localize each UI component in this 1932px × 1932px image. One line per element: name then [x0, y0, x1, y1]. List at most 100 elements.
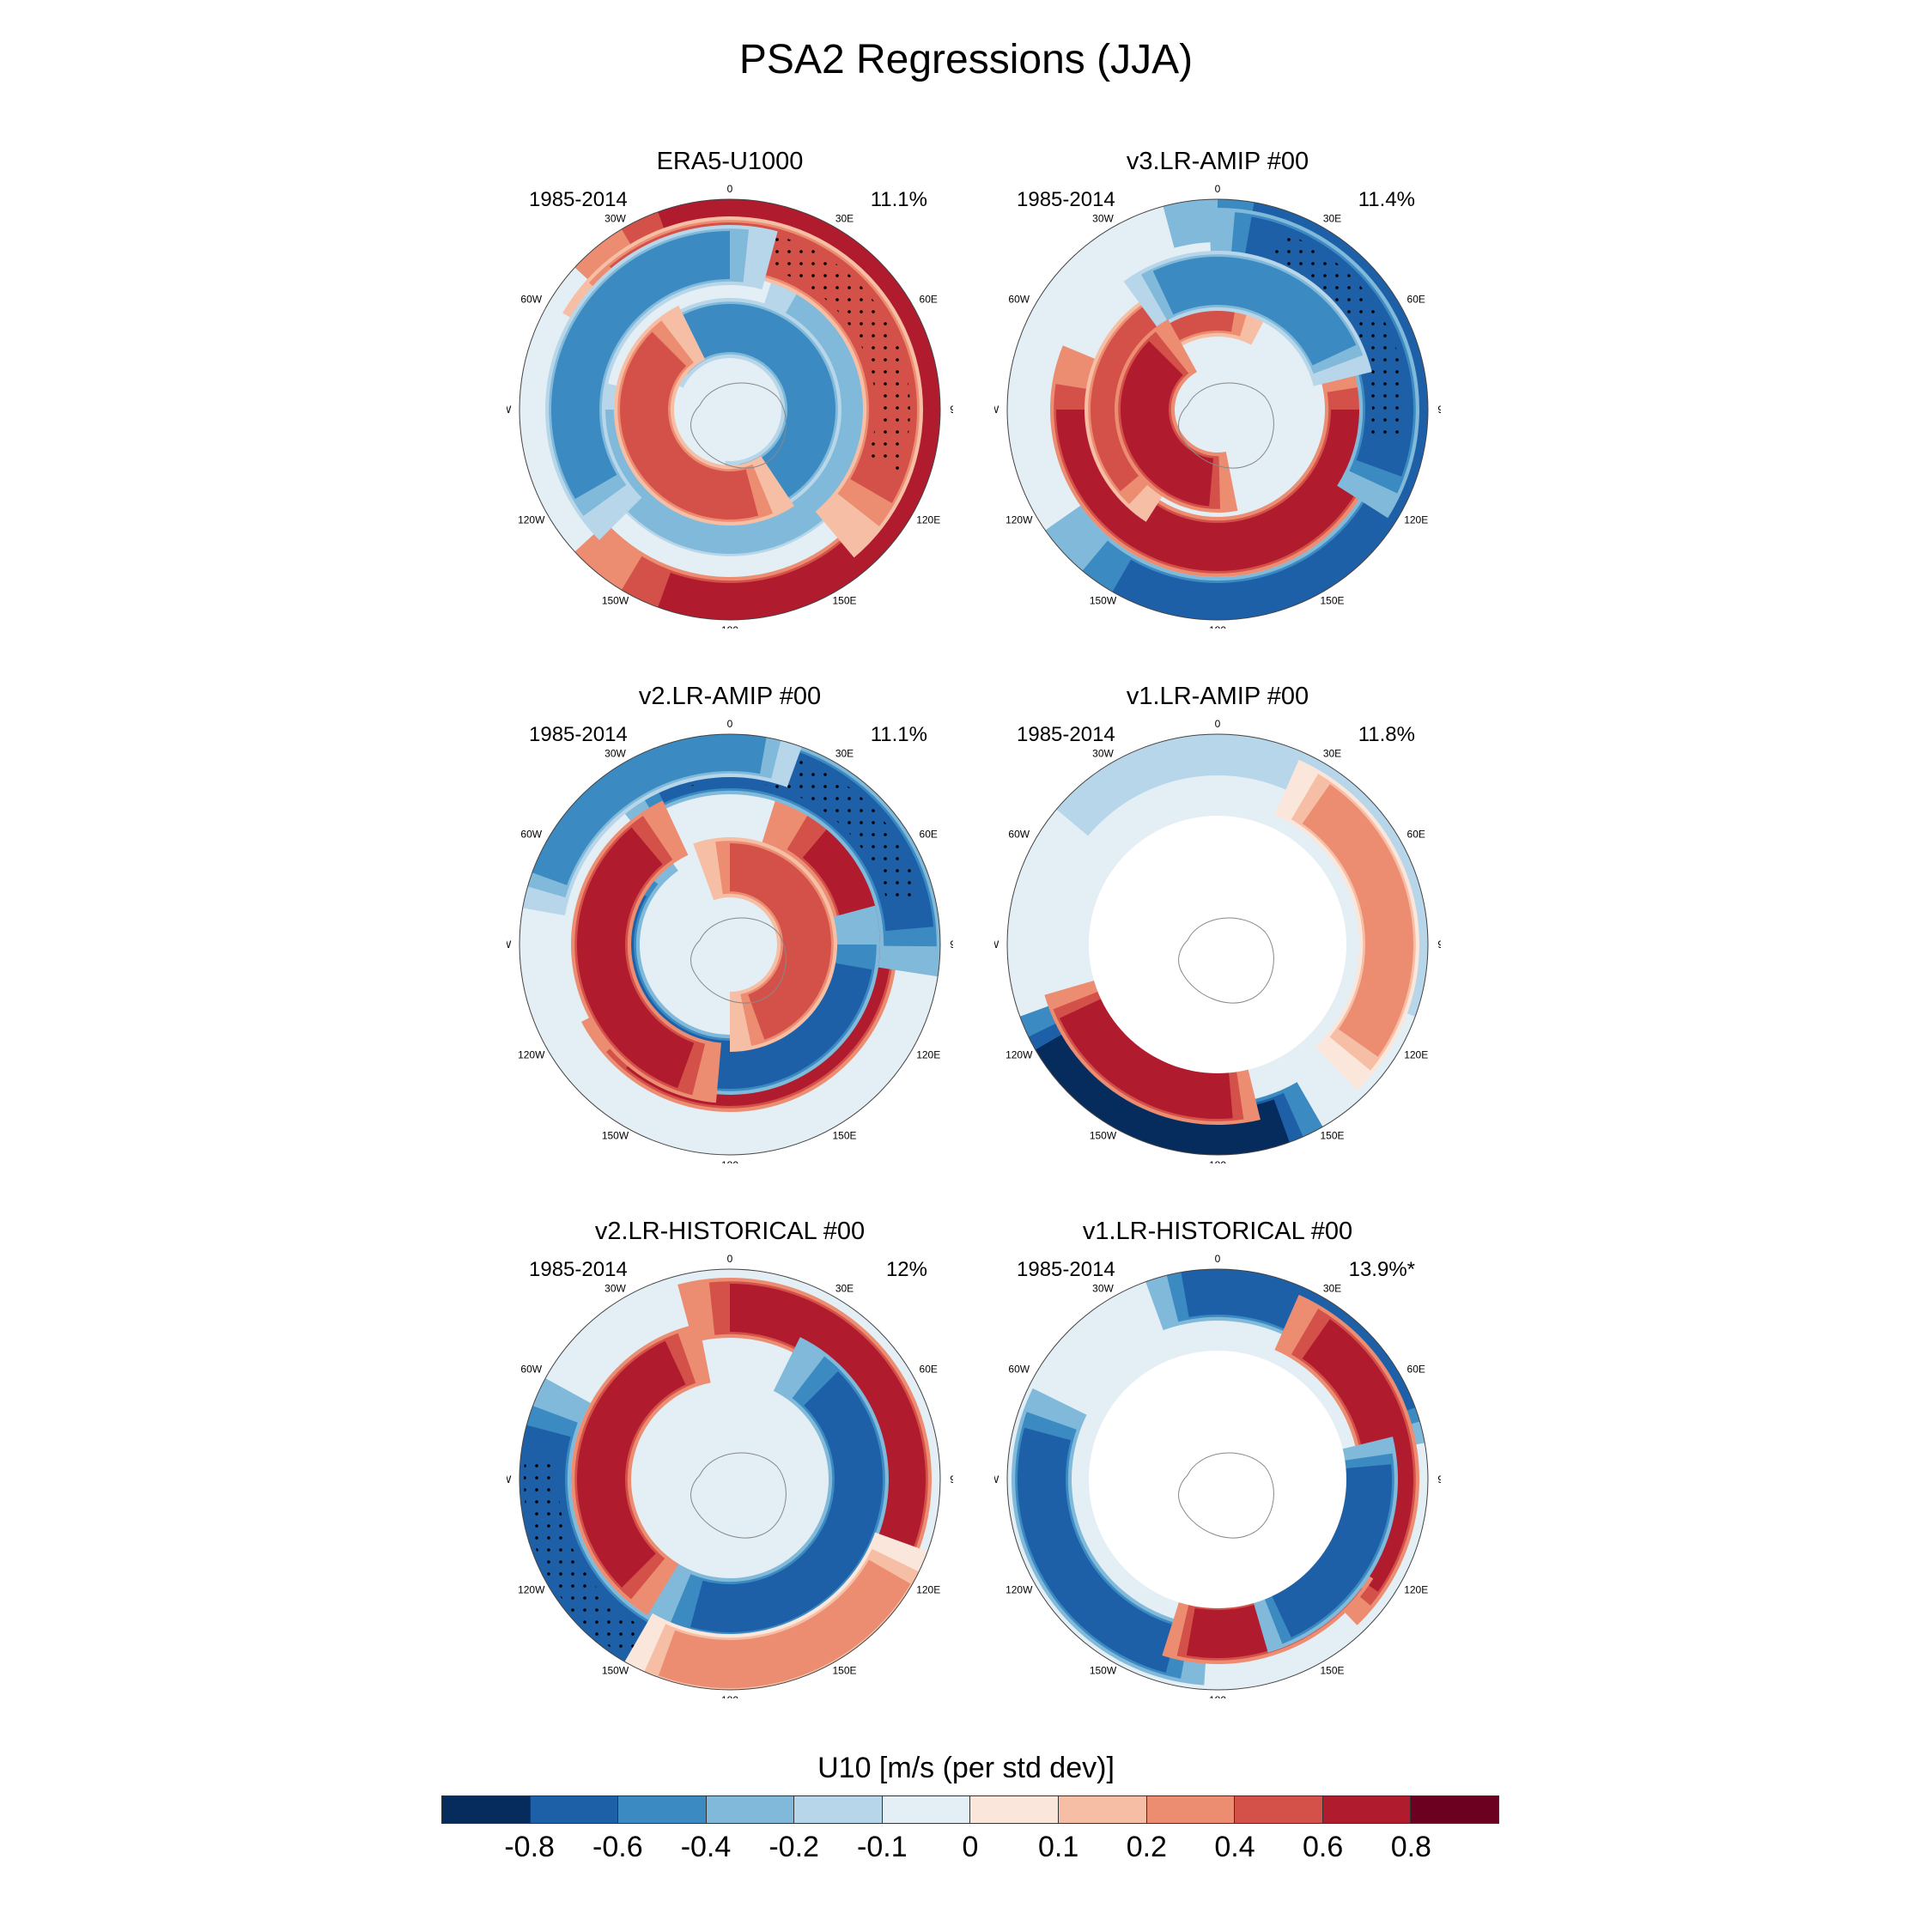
colorbar-box — [1146, 1796, 1236, 1823]
panel-title: ERA5-U1000 — [656, 148, 804, 175]
map-panel: v1.LR-HISTORICAL #00 1985-2014 13.9%* 0 30E 6… — [994, 1218, 1441, 1698]
longitude-label: 120E — [1404, 1584, 1428, 1596]
anomaly-region — [620, 331, 759, 519]
panel-period: 1985-2014 — [1017, 723, 1115, 746]
colorbar-tick-label: -0.1 — [857, 1831, 908, 1863]
colorbar-box — [530, 1796, 619, 1823]
anomaly-region — [1152, 257, 1357, 366]
anomaly-region — [1060, 998, 1233, 1119]
antarctica-coastline — [1178, 1452, 1274, 1539]
longitude-label: 120E — [916, 514, 940, 526]
longitude-label: 60W — [520, 829, 542, 841]
longitude-label: 180 — [1209, 1694, 1226, 1698]
panel-title: v2.LR-HISTORICAL #00 — [594, 1218, 866, 1245]
longitude-label: 90E — [1437, 939, 1441, 951]
anomaly-region — [1271, 1464, 1392, 1637]
longitude-label: 60W — [1008, 1364, 1030, 1376]
longitude-label: 150E — [832, 1665, 856, 1677]
anomaly-region — [524, 734, 769, 885]
longitude-label: 90W — [994, 939, 999, 951]
longitude-label: 30E — [1323, 1282, 1341, 1294]
longitude-label: 180 — [1209, 1159, 1226, 1163]
colorbar-box — [1235, 1796, 1323, 1823]
longitude-label: 90E — [1437, 404, 1441, 416]
colorbar-tick-label: -0.4 — [680, 1831, 732, 1863]
map-panel: v3.LR-AMIP #00 1985-2014 11.4% 0 30E 60E 90E 12… — [994, 148, 1441, 629]
longitude-label: 90W — [507, 404, 512, 416]
panel-period: 1985-2014 — [529, 723, 628, 746]
significance-stipple — [1270, 232, 1406, 443]
significance-stipple — [640, 228, 910, 471]
anomaly-region — [1056, 410, 1379, 571]
colorbar-box — [1411, 1796, 1498, 1823]
longitude-label: 30E — [835, 1282, 854, 1294]
colorbar — [441, 1795, 1499, 1824]
map-panel: ERA5-U1000 1985-2014 11.1% 0 30E 60E 90E 120E 15… — [507, 148, 953, 629]
longitude-label: 60W — [520, 294, 542, 306]
longitude-label: 0 — [727, 1253, 733, 1265]
colorbar-tick-label: 0 — [962, 1831, 979, 1863]
antarctica-coastline — [690, 1452, 787, 1539]
panel-period: 1985-2014 — [529, 1258, 628, 1281]
longitude-label: 60W — [1008, 294, 1030, 306]
colorbar-tick-label: -0.8 — [504, 1831, 555, 1863]
anomaly-region — [1018, 1427, 1179, 1674]
longitude-label: 120W — [518, 1049, 545, 1061]
longitude-label: 90W — [994, 1473, 999, 1485]
anomaly-region — [1302, 784, 1413, 1057]
longitude-label: 150E — [1320, 595, 1344, 607]
longitude-label: 60E — [920, 829, 938, 841]
panel-variance-percent: 11.1% — [870, 723, 927, 746]
longitude-label: 180 — [1209, 624, 1226, 629]
longitude-label: 30W — [1092, 212, 1114, 224]
polar-map: 0 30E 60E 90E 120E 150E 180 150W 120W 90W 60W 30W — [507, 183, 953, 629]
longitude-label: 150E — [832, 1130, 856, 1142]
longitude-label: 120E — [1404, 514, 1428, 526]
longitude-label: 60E — [1407, 294, 1425, 306]
anomaly-region — [690, 1371, 883, 1632]
longitude-label: 180 — [721, 624, 738, 629]
anomaly-region — [643, 740, 934, 932]
longitude-label: 120W — [1005, 1049, 1033, 1061]
longitude-label: 90E — [950, 1473, 953, 1485]
panel-variance-percent: 11.8% — [1358, 723, 1415, 746]
polar-map: 0 30E 60E 90E 120E 150E 180 150W 120W 90W 60W 30W — [994, 183, 1441, 629]
colorbar-box — [618, 1796, 707, 1823]
longitude-label: 30E — [1323, 747, 1341, 759]
longitude-label: 120E — [1404, 1049, 1428, 1061]
longitude-label: 180 — [721, 1694, 738, 1698]
map-boundary — [1006, 1268, 1429, 1691]
anomaly-region — [577, 1340, 686, 1588]
colorbar-tick-label: 0.1 — [1038, 1831, 1079, 1863]
map-boundary — [1006, 733, 1429, 1156]
longitude-label: 60E — [920, 1364, 938, 1376]
antarctica-coastline — [690, 382, 787, 469]
longitude-label: 90E — [1437, 1473, 1441, 1485]
map-boundary — [519, 198, 941, 621]
longitude-label: 30W — [605, 747, 626, 759]
longitude-label: 90E — [950, 939, 953, 951]
colorbar-tick-label: 0.6 — [1303, 1831, 1344, 1863]
longitude-label: 0 — [1215, 183, 1221, 195]
longitude-label: 30E — [835, 212, 854, 224]
longitude-label: 0 — [727, 718, 733, 730]
longitude-label: 60W — [1008, 829, 1030, 841]
longitude-label: 150E — [1320, 1130, 1344, 1142]
map-panel: v2.LR-HISTORICAL #00 1985-2014 12% 0 30E 60E 9… — [507, 1218, 953, 1698]
panel-title: v2.LR-AMIP #00 — [638, 683, 822, 710]
longitude-label: 150W — [1090, 595, 1117, 607]
antarctica-coastline — [1178, 917, 1274, 1004]
map-boundary — [519, 1268, 941, 1691]
anomaly-region — [658, 1559, 911, 1688]
antarctica-coastline — [690, 917, 787, 1004]
panel-period: 1985-2014 — [529, 188, 628, 211]
panel-title: v1.LR-AMIP #00 — [1126, 683, 1309, 710]
longitude-label: 120W — [1005, 514, 1033, 526]
colorbar-title: U10 [m/s (per std dev)] — [817, 1752, 1115, 1784]
longitude-label: 150E — [832, 595, 856, 607]
panel-period: 1985-2014 — [1017, 188, 1115, 211]
colorbar-tick-label: 0.8 — [1390, 1831, 1431, 1863]
longitude-label: 0 — [727, 183, 733, 195]
colorbar-tick-label: -0.2 — [769, 1831, 819, 1863]
colorbar-tick-label: 0.2 — [1126, 1831, 1167, 1863]
